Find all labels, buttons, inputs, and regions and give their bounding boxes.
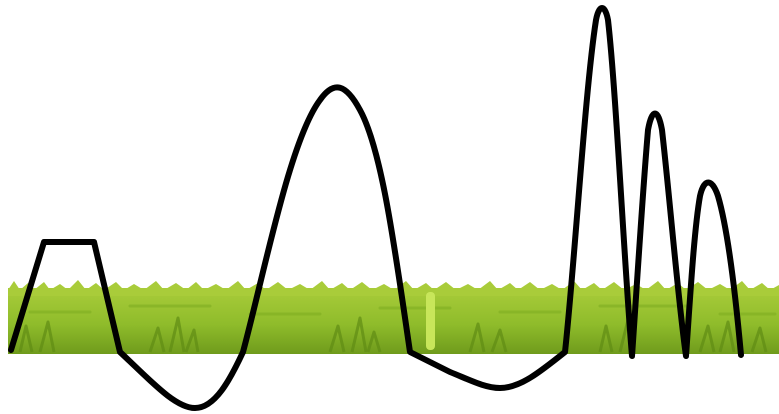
- ground-mid-streaks: [28, 304, 777, 316]
- grass-ground-strip: [8, 280, 779, 354]
- ground-top-tufts: [8, 280, 779, 296]
- terrain-curve-line: [8, 5, 744, 411]
- ground-body: [8, 288, 779, 354]
- grass-sprout: [426, 292, 435, 350]
